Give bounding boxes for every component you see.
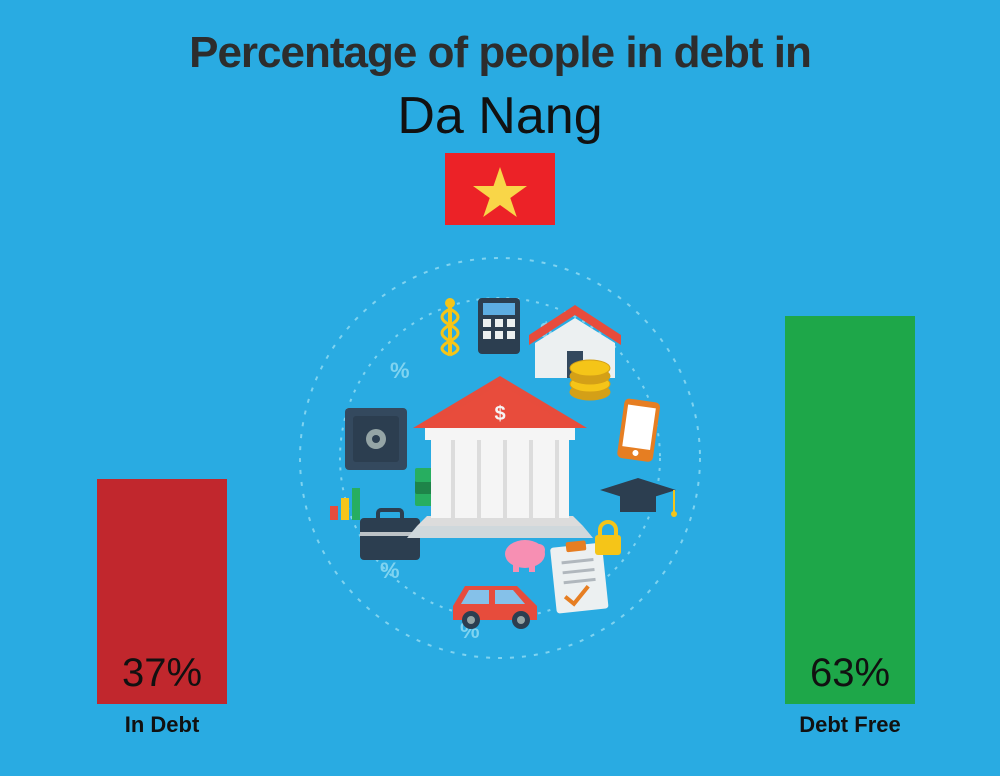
svg-text:%: % [390,358,410,383]
svg-text:$: $ [494,403,505,425]
grad-cap-icon [600,478,677,517]
bank-icon: $ [407,376,593,538]
car-icon [453,586,537,629]
bar-debt-free: 63% [785,316,915,704]
mini-chart-icon [330,488,360,520]
infographic-canvas: Percentage of people in debt in Da Nang … [0,0,1000,776]
calculator-icon [478,298,520,354]
safe-icon [345,408,407,470]
bar-debt-free-label: Debt Free [775,712,925,738]
bar-in-debt-label: In Debt [87,712,237,738]
bar-debt-free-value: 63% [785,651,915,696]
vietnam-flag-icon [445,153,555,225]
svg-text:%: % [380,558,400,583]
finance-illustration-icon: $ $ $ % % % [290,248,710,668]
main-title: Percentage of people in debt in [0,28,1000,78]
phone-icon [617,398,661,462]
caduceus-icon [442,298,458,355]
lock-icon [595,522,621,555]
bar-in-debt: 37% [97,479,227,704]
piggy-bank-icon [505,540,545,572]
coins-icon [570,360,610,400]
city-subtitle: Da Nang [0,86,1000,146]
bar-in-debt-value: 37% [97,651,227,696]
